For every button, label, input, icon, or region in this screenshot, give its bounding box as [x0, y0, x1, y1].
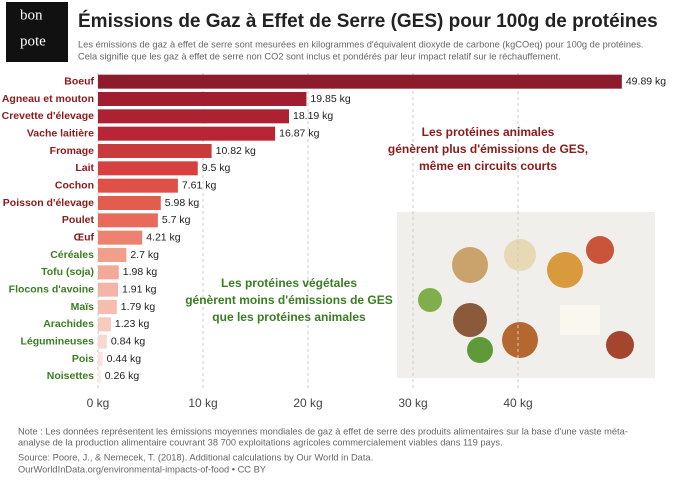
bar [98, 74, 622, 89]
category-label: Arachides [43, 318, 94, 330]
x-tick-label: 40 kg [503, 396, 532, 410]
bar [98, 230, 143, 245]
bar [98, 248, 127, 262]
annotation: Les protéines animales [422, 125, 555, 139]
x-tick-label: 10 kg [188, 396, 217, 410]
value-label: 1.91 kg [122, 283, 157, 295]
note: Note : Les données représentent les émis… [18, 426, 628, 436]
value-label: 9.5 kg [202, 162, 231, 174]
source: Source: Poore, J., & Nemecek, T. (2018).… [18, 452, 373, 462]
bar [98, 178, 178, 193]
value-label: 0.44 kg [107, 353, 142, 365]
subtitle: Cela signifie que les gaz à effet de ser… [78, 51, 561, 61]
category-label: Vache laitière [27, 127, 94, 139]
value-label: 1.23 kg [115, 318, 150, 330]
category-label: Cochon [55, 179, 94, 191]
category-label: Céréales [50, 249, 94, 261]
value-label: 0.84 kg [111, 335, 146, 347]
category-label: Poisson d'élevage [3, 197, 94, 209]
category-label: Maïs [71, 301, 95, 313]
value-label: 19.85 kg [310, 93, 350, 105]
subtitle: Les émissions de gaz à effet de serre so… [78, 39, 643, 49]
category-label: Poulet [62, 214, 95, 226]
logo-text: pote [20, 33, 46, 49]
category-label: Pois [72, 353, 94, 365]
category-label: Crevette d'élevage [2, 110, 95, 122]
bar [98, 317, 111, 332]
category-label: Fromage [50, 145, 95, 157]
value-label: 4.21 kg [146, 231, 181, 243]
value-label: 10.82 kg [216, 145, 256, 157]
annotation: même en circuits courts [419, 159, 557, 173]
category-label: Légumineuses [20, 335, 94, 347]
value-label: 5.7 kg [162, 214, 191, 226]
value-label: 2.7 kg [130, 249, 159, 261]
food-photo [397, 212, 655, 378]
bar [98, 144, 212, 158]
annotation: génèrent plus d'émissions de GES, [388, 142, 588, 156]
value-label: 5.98 kg [165, 197, 200, 209]
annotation: génèrent moins d'émissions de GES [185, 293, 393, 307]
value-label: 1.79 kg [121, 301, 156, 313]
bar [98, 161, 198, 176]
value-label: 18.19 kg [293, 110, 333, 122]
note: analyse de la production alimentaire cou… [18, 437, 503, 447]
bar [98, 282, 119, 297]
logo-box [6, 2, 68, 62]
x-tick-label: 20 kg [293, 396, 322, 410]
bar [98, 300, 117, 314]
bar [98, 265, 119, 280]
bar [98, 369, 101, 384]
category-label: Noisettes [47, 370, 94, 382]
bar [98, 92, 307, 106]
bar [98, 334, 107, 349]
bar [98, 109, 289, 124]
bar [98, 213, 158, 228]
annotation: Les protéines végétales [221, 276, 357, 290]
source: OurWorldInData.org/environmental-impacts… [18, 464, 266, 474]
category-label: Flocons d'avoine [9, 283, 95, 295]
category-label: Agneau et mouton [2, 93, 94, 105]
bar [98, 196, 161, 210]
bar [98, 126, 276, 141]
value-label: 49.89 kg [626, 75, 666, 87]
x-tick-label: 30 kg [398, 396, 427, 410]
logo-text: bon [20, 7, 43, 23]
category-label: Tofu (soja) [41, 266, 94, 278]
value-label: 1.98 kg [123, 266, 158, 278]
category-label: Œuf [74, 231, 95, 243]
value-label: 16.87 kg [279, 127, 319, 139]
category-label: Boeuf [64, 75, 94, 87]
x-tick-label: 0 kg [87, 396, 110, 410]
annotation: que les protéines animales [212, 310, 366, 324]
chart-title: Émissions de Gaz à Effet de Serre (GES) … [78, 10, 658, 32]
category-label: Lait [75, 162, 94, 174]
value-label: 0.26 kg [105, 370, 140, 382]
bar [98, 352, 103, 366]
value-label: 7.61 kg [182, 179, 217, 191]
